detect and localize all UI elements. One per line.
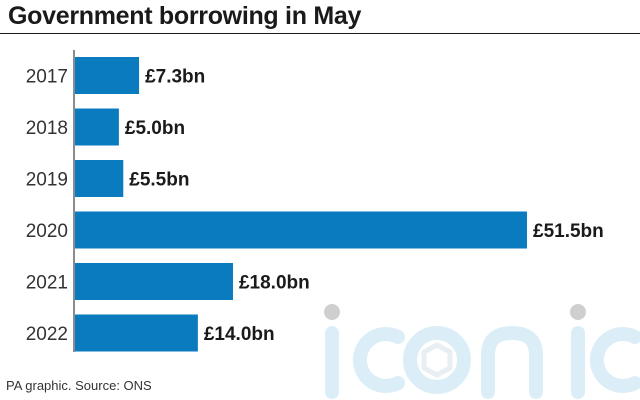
data-label-2018: £5.0bn (125, 118, 185, 139)
tick-label-2019: 2019 (26, 170, 68, 191)
tick-label-2022: 2022 (26, 324, 68, 345)
tick-label-2020: 2020 (26, 221, 68, 242)
data-label-2021: £18.0bn (239, 273, 310, 294)
title-rule (0, 33, 640, 34)
bars-group: 2017 £7.3bn 2018 £5.0bn 2019 £5.5bn 2020 £51.5b… (26, 57, 604, 352)
bar-2019 (75, 160, 124, 197)
tick-label-2021: 2021 (26, 273, 68, 294)
chart-title: Government borrowing in May (8, 2, 362, 30)
bar-2022 (75, 314, 198, 352)
data-label-2020: £51.5bn (533, 221, 604, 242)
bar-2017 (75, 57, 140, 94)
data-label-2022: £14.0bn (204, 324, 275, 345)
source-note: PA graphic. Source: ONS (6, 378, 152, 393)
tick-label-2018: 2018 (26, 118, 68, 139)
bar-2018 (75, 108, 119, 146)
data-label-2017: £7.3bn (145, 67, 205, 88)
bar-2020 (75, 211, 527, 249)
tick-label-2017: 2017 (26, 67, 68, 88)
bar-2021 (75, 263, 233, 300)
data-label-2019: £5.5bn (129, 170, 189, 191)
